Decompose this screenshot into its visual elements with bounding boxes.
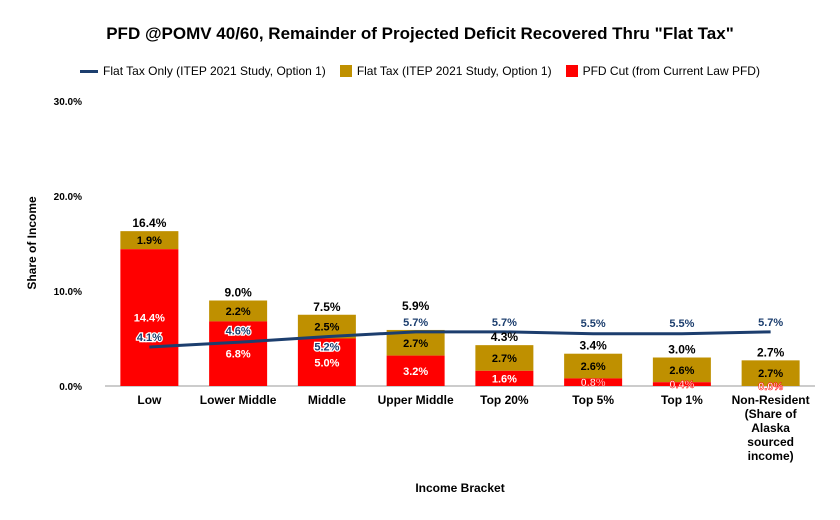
- data-label-flat-tax: 2.7%: [492, 353, 517, 365]
- y-axis-title: Share of Income: [25, 196, 39, 290]
- bar-pfd-cut: [120, 249, 179, 386]
- data-label-line: 5.7%: [758, 317, 783, 329]
- x-tick-label: Alaska: [751, 421, 790, 435]
- legend-label: Flat Tax (ITEP 2021 Study, Option 1): [356, 64, 552, 78]
- x-axis-title: Income Bracket: [415, 481, 504, 495]
- data-label-flat-tax: 2.6%: [581, 361, 606, 373]
- data-label-flat-tax: 2.7%: [403, 338, 428, 350]
- data-label-flat-tax: 2.7%: [758, 368, 783, 380]
- x-tick-label: Middle: [308, 393, 346, 407]
- line-flat-tax-only: [149, 330, 771, 349]
- legend-item-line: Flat Tax Only (ITEP 2021 Study, Option 1…: [80, 64, 326, 78]
- legend: Flat Tax Only (ITEP 2021 Study, Option 1…: [0, 64, 840, 78]
- bar-pfd-cut: [386, 355, 445, 386]
- bar-flat-tax: [297, 314, 356, 339]
- data-label-pfd-cut: 5.0%: [314, 357, 339, 369]
- data-label-flat-tax: 2.6%: [669, 365, 694, 377]
- data-label-pfd-cut: 1.6%: [492, 373, 517, 385]
- data-label-pfd-cut: 0.8%: [581, 377, 606, 389]
- data-label-total: 3.0%: [668, 343, 696, 357]
- data-label-pfd-cut: 0.4%: [669, 379, 694, 391]
- data-label-flat-tax: 1.9%: [137, 235, 162, 247]
- x-tick-label: Low: [137, 393, 162, 407]
- data-label-line: 5.5%: [581, 318, 606, 330]
- data-label-flat-tax: 2.5%: [314, 322, 339, 334]
- bar-pfd-cut: [475, 370, 534, 386]
- legend-label: Flat Tax Only (ITEP 2021 Study, Option 1…: [103, 64, 326, 78]
- data-label-total: 4.3%: [491, 330, 519, 344]
- data-label-line: 5.7%: [403, 317, 428, 329]
- y-tick-label: 0.0%: [59, 382, 82, 393]
- y-tick-label: 30.0%: [54, 97, 82, 108]
- x-tick-label: sourced: [747, 435, 794, 449]
- x-tick-label: (Share of: [745, 407, 798, 421]
- data-label-total: 3.4%: [579, 339, 607, 353]
- data-label-line: 4.1%: [137, 332, 162, 344]
- x-tick-label: Top 1%: [661, 393, 703, 407]
- legend-swatch: [339, 65, 352, 77]
- data-label-total: 7.5%: [313, 300, 341, 314]
- bar-flat-tax: [741, 360, 800, 386]
- data-label-line: 5.5%: [669, 318, 694, 330]
- data-label-line: 4.6%: [226, 325, 251, 337]
- data-label-total: 9.0%: [224, 286, 252, 300]
- data-label-line: 5.2%: [314, 342, 339, 354]
- data-label-total: 5.9%: [402, 299, 430, 313]
- bar-flat-tax: [120, 231, 179, 250]
- bar-flat-tax: [652, 357, 711, 383]
- legend-swatch: [80, 69, 99, 73]
- data-label-line: 5.7%: [492, 317, 517, 329]
- y-tick-label: 10.0%: [54, 287, 82, 298]
- data-label-pfd-cut: 0.0%: [758, 381, 783, 393]
- bar-pfd-cut: [297, 338, 356, 386]
- x-tick-label: Non-Resident: [732, 393, 810, 407]
- x-tick-label: Top 5%: [572, 393, 614, 407]
- data-label-pfd-cut: 14.4%: [134, 313, 165, 325]
- bar-pfd-cut: [564, 378, 623, 386]
- bar-flat-tax: [564, 353, 623, 379]
- legend-label: PFD Cut (from Current Law PFD): [582, 64, 760, 78]
- data-label-pfd-cut: 6.8%: [226, 349, 251, 361]
- data-label-total: 2.7%: [757, 345, 785, 359]
- x-tick-label: income): [748, 449, 794, 463]
- bar-flat-tax: [475, 345, 534, 371]
- x-tick-label: Lower Middle: [200, 393, 277, 407]
- bar-flat-tax: [209, 300, 268, 322]
- data-label-pfd-cut: 3.2%: [403, 366, 428, 378]
- x-tick-label: Top 20%: [480, 393, 529, 407]
- legend-swatch: [565, 65, 578, 77]
- legend-item-pfd-cut: PFD Cut (from Current Law PFD): [565, 64, 760, 78]
- bar-pfd-cut: [652, 382, 711, 386]
- y-tick-label: 20.0%: [54, 192, 82, 203]
- x-tick-label: Upper Middle: [378, 393, 454, 407]
- data-label-total: 16.4%: [132, 216, 166, 230]
- data-label-flat-tax: 2.2%: [226, 306, 251, 318]
- chart-title: PFD @POMV 40/60, Remainder of Projected …: [106, 24, 734, 43]
- legend-item-flat-tax: Flat Tax (ITEP 2021 Study, Option 1): [339, 64, 552, 78]
- bar-pfd-cut: [209, 321, 268, 386]
